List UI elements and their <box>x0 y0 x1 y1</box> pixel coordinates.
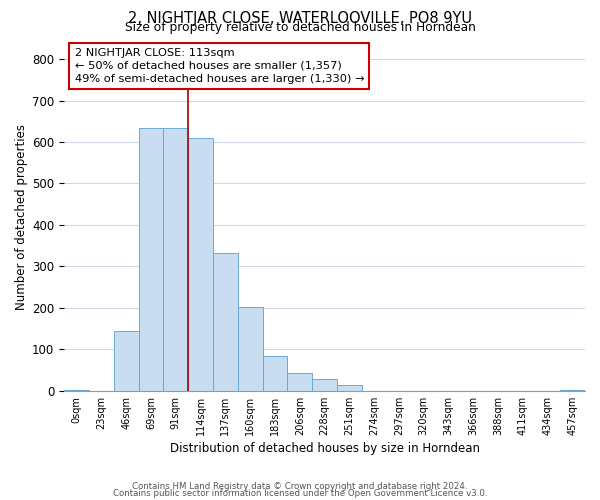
X-axis label: Distribution of detached houses by size in Horndean: Distribution of detached houses by size … <box>170 442 479 455</box>
Bar <box>287 372 312 391</box>
Text: 2, NIGHTJAR CLOSE, WATERLOOVILLE, PO8 9YU: 2, NIGHTJAR CLOSE, WATERLOOVILLE, PO8 9Y… <box>128 11 472 26</box>
Text: Contains HM Land Registry data © Crown copyright and database right 2024.: Contains HM Land Registry data © Crown c… <box>132 482 468 491</box>
Text: Contains public sector information licensed under the Open Government Licence v3: Contains public sector information licen… <box>113 490 487 498</box>
Bar <box>188 138 213 391</box>
Y-axis label: Number of detached properties: Number of detached properties <box>15 124 28 310</box>
Bar <box>213 253 238 391</box>
Text: 2 NIGHTJAR CLOSE: 113sqm
← 50% of detached houses are smaller (1,357)
49% of sem: 2 NIGHTJAR CLOSE: 113sqm ← 50% of detach… <box>74 48 364 84</box>
Bar <box>263 356 287 391</box>
Bar <box>163 128 188 391</box>
Text: Size of property relative to detached houses in Horndean: Size of property relative to detached ho… <box>125 21 475 34</box>
Bar <box>560 390 585 391</box>
Bar <box>337 386 362 391</box>
Bar <box>64 390 89 391</box>
Bar <box>238 308 263 391</box>
Bar <box>114 330 139 391</box>
Bar <box>312 379 337 391</box>
Bar <box>139 128 163 391</box>
